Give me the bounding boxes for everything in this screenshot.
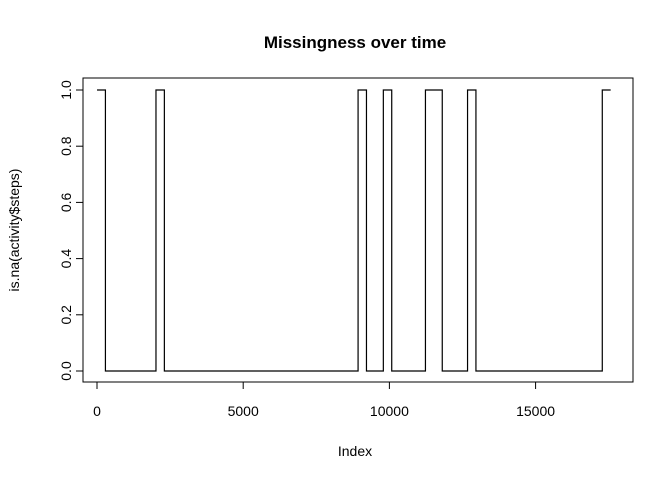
series-line bbox=[97, 89, 611, 372]
y-tick-label: 0.4 bbox=[58, 249, 74, 269]
y-tick-label: 0.0 bbox=[58, 361, 74, 381]
x-tick-label: 15000 bbox=[516, 403, 555, 419]
y-axis: 0.0 0.2 0.4 0.6 0.8 1.0 bbox=[58, 80, 84, 381]
y-axis-label: is.na(activity$steps) bbox=[6, 169, 22, 292]
series-layer bbox=[97, 89, 611, 372]
y-tick-label: 1.0 bbox=[58, 80, 74, 100]
x-axis-label: Index bbox=[338, 443, 372, 459]
x-tick-label: 5000 bbox=[228, 403, 259, 419]
y-tick-label: 0.2 bbox=[58, 305, 74, 325]
chart-title: Missingness over time bbox=[264, 33, 446, 52]
y-tick-label: 0.8 bbox=[58, 136, 74, 156]
y-tick-label: 0.6 bbox=[58, 192, 74, 212]
x-axis: 0 5000 10000 15000 bbox=[93, 381, 555, 419]
x-tick-label: 0 bbox=[93, 403, 101, 419]
x-tick-label: 10000 bbox=[370, 403, 409, 419]
